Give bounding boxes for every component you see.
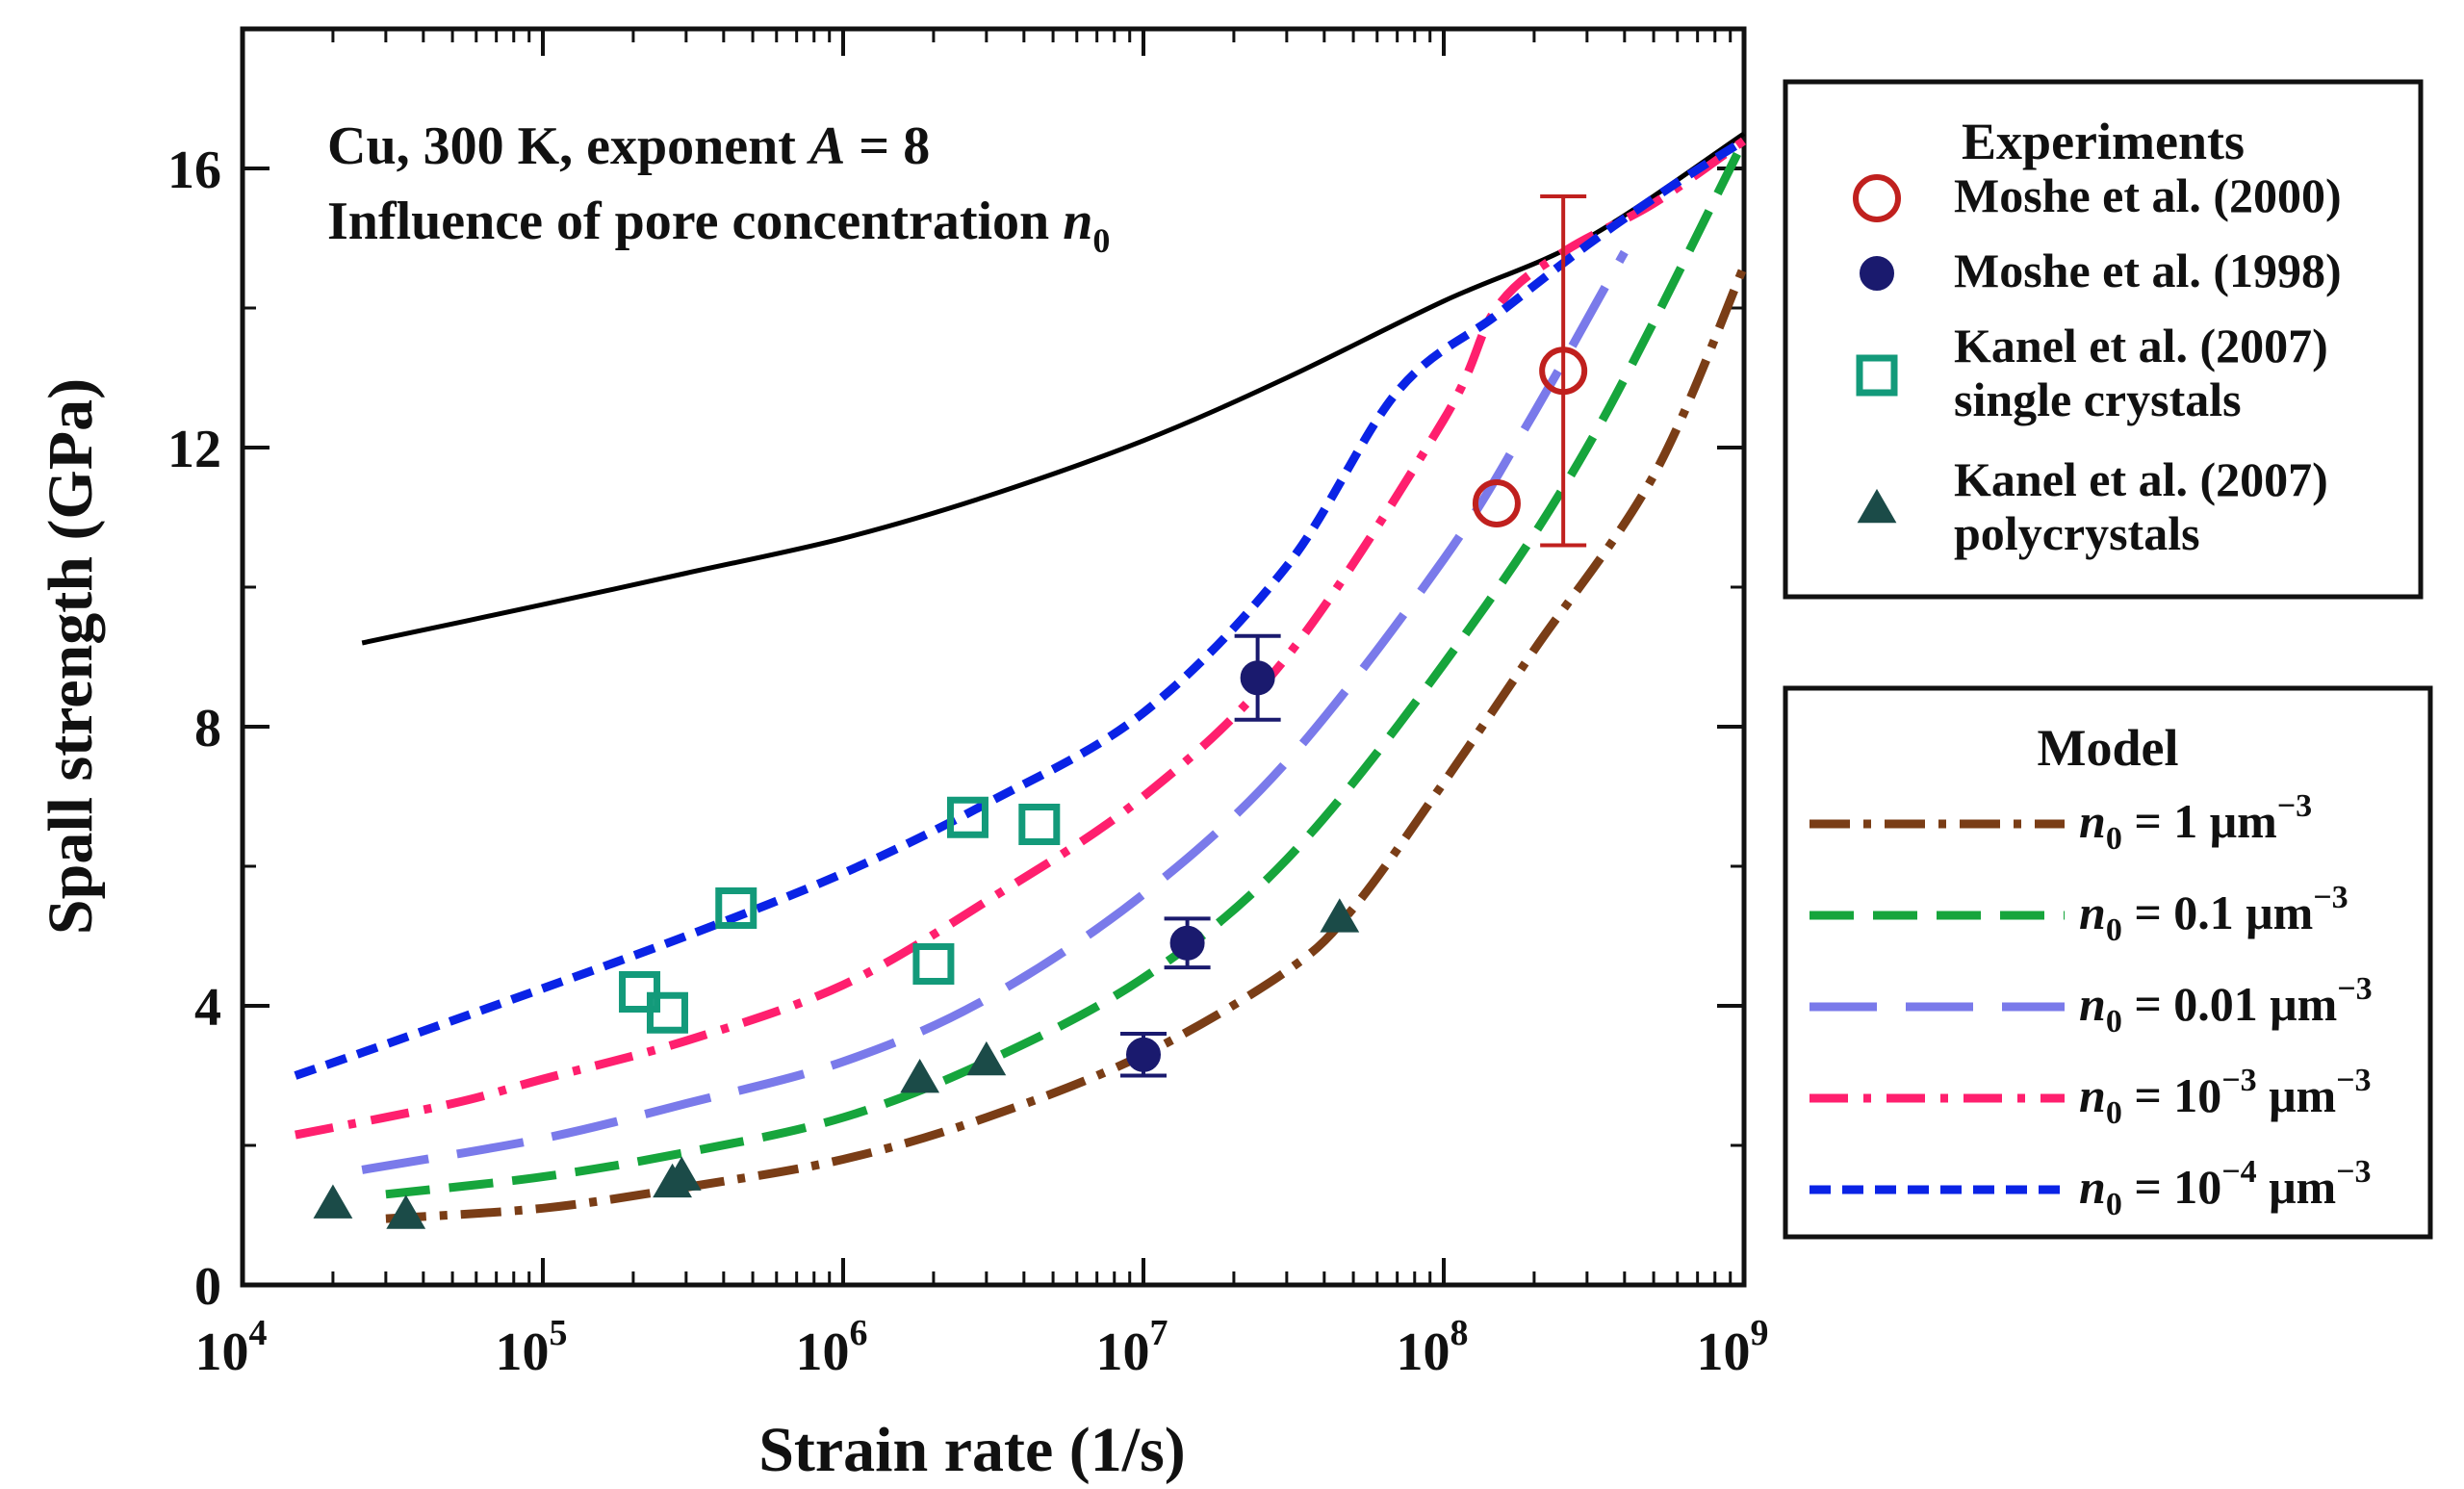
- legend-label-n1e4: n0 = 10−4 μm−3: [2079, 1154, 2372, 1222]
- data-point-moshe1998: [1240, 660, 1275, 696]
- x-tick-label: 106: [796, 1313, 868, 1382]
- legend-marker-moshe1998: [1860, 256, 1894, 291]
- data-point-kanel_single: [619, 971, 661, 1013]
- legend-label-n001: n0 = 0.01 μm−3: [2079, 971, 2373, 1040]
- legend-label-kanel_poly: polycrystals: [1954, 506, 2200, 560]
- x-tick-label: 105: [496, 1313, 568, 1382]
- data-point-moshe1998: [1126, 1037, 1161, 1072]
- data-point-kanel_single: [912, 943, 955, 985]
- legend-label-kanel_poly: Kanel et al. (2007): [1954, 452, 2328, 506]
- legend-marker-kanel_single: [1856, 354, 1898, 397]
- legend-marker-kanel_poly: [1857, 488, 1897, 524]
- legend-label-moshe2000: Moshe et al. (2000): [1954, 168, 2342, 222]
- x-tick-label: 109: [1697, 1313, 1769, 1382]
- series-line-limit: [361, 131, 1746, 646]
- series-line-n01: [385, 138, 1749, 1199]
- x-axis-label: Strain rate (1/s): [758, 1415, 1186, 1485]
- data-point-kanel_poly: [1320, 898, 1360, 933]
- data-point-kanel_poly: [900, 1059, 940, 1093]
- data-point-kanel_poly: [313, 1184, 353, 1219]
- series-line-n1: [385, 264, 1749, 1223]
- x-tick-label: 107: [1096, 1313, 1168, 1382]
- data-point-kanel_single: [946, 796, 988, 838]
- data-point-kanel_single: [715, 887, 757, 929]
- legend-label-n01: n0 = 0.1 μm−3: [2079, 880, 2348, 948]
- legend-label-moshe1998: Moshe et al. (1998): [1954, 244, 2342, 297]
- experiments-legend: Experiments Moshe et al. (2000) Moshe et …: [1783, 79, 2424, 600]
- annotation-line-1: Cu, 300 K, exponent A = 8: [327, 116, 930, 176]
- data-point-kanel_poly: [386, 1194, 426, 1229]
- model-curves: [294, 131, 1749, 1223]
- experiments-legend-title: Experiments: [1962, 113, 2245, 170]
- y-tick-label: 0: [194, 1257, 221, 1317]
- legend-label-kanel_single: single crystals: [1954, 372, 2242, 426]
- experiments-legend-box: [1783, 79, 2424, 600]
- y-tick-label: 16: [167, 141, 221, 200]
- model-legend-box: [1783, 685, 2433, 1240]
- annotation-line-2: Influence of pore concentration n0: [327, 192, 1110, 260]
- plot-frame: [240, 26, 1747, 1288]
- data-point-kanel_single: [1018, 804, 1061, 845]
- data-point-kanel_single: [646, 991, 688, 1034]
- series-line-n1e3: [295, 137, 1747, 1140]
- y-tick-label: 4: [194, 978, 221, 1038]
- series-line-n1e4: [294, 137, 1747, 1080]
- series-line-n001: [361, 249, 1629, 1174]
- data-point-moshe1998: [1169, 925, 1205, 961]
- x-tick-label: 104: [195, 1313, 268, 1382]
- legend-label-n1: n0 = 1 μm−3: [2079, 788, 2312, 857]
- model-legend: Model n0 = 1 μm−3 n0 = 0.1 μm−3 n0 = 0.01 …: [1783, 685, 2433, 1240]
- data-point-kanel_poly: [661, 1156, 702, 1191]
- data-point-moshe2000: [1539, 347, 1588, 396]
- legend-marker-moshe2000: [1853, 174, 1901, 222]
- y-axis-label: Spall strength (GPa): [36, 378, 106, 935]
- experiment-points: [313, 194, 1588, 1229]
- x-tick-label: 108: [1397, 1313, 1469, 1382]
- y-tick-label: 8: [194, 699, 221, 758]
- data-point-moshe2000: [1472, 479, 1521, 527]
- legend-label-kanel_single: Kanel et al. (2007): [1954, 319, 2328, 372]
- legend-label-n1e3: n0 = 10−3 μm−3: [2079, 1063, 2372, 1131]
- model-legend-title: Model: [2038, 719, 2179, 777]
- y-tick-label: 12: [167, 420, 221, 479]
- axis-ticks: 104 105 106 107 108 109 0 4 8 12 16: [167, 29, 1769, 1382]
- data-point-kanel_poly: [966, 1040, 1007, 1076]
